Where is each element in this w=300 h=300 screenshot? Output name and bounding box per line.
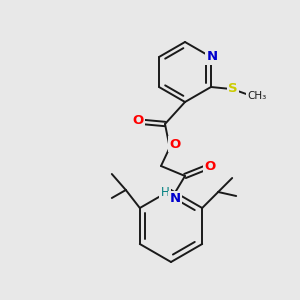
Text: O: O: [204, 160, 216, 172]
Text: O: O: [169, 137, 181, 151]
Text: N: N: [206, 50, 218, 64]
Text: N: N: [169, 193, 181, 206]
Text: S: S: [228, 82, 238, 95]
Text: CH₃: CH₃: [248, 91, 267, 101]
Text: O: O: [132, 115, 144, 128]
Text: H: H: [160, 185, 169, 199]
